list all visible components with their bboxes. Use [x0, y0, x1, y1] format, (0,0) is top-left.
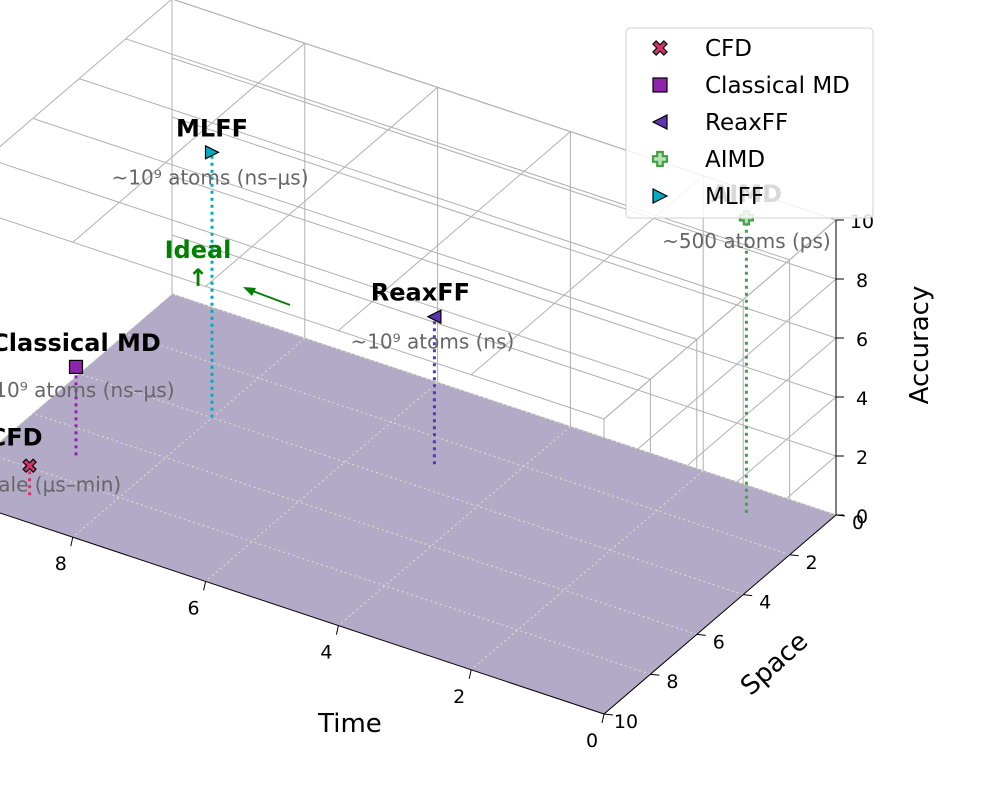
- method-label: ReaxFF: [371, 279, 470, 307]
- floor-grid-space: [0, 457, 651, 675]
- space-tick-label: 2: [806, 552, 818, 574]
- accuracy-tick-label: 2: [856, 447, 868, 469]
- space-tick: [603, 713, 614, 716]
- legend-marker-reaxff: [651, 114, 668, 130]
- ideal-arrow-head: [243, 287, 256, 296]
- gridline-space-top: [0, 217, 605, 420]
- floor-grid-space: [125, 333, 790, 556]
- point-cfd: [22, 458, 37, 474]
- legend-entry: Classical MD: [705, 73, 850, 99]
- ideal-arrow-shaft: [249, 289, 291, 306]
- floor-grid-time: [72, 337, 306, 538]
- legend-marker-mlff: [652, 188, 669, 204]
- point-classical-md: [68, 359, 84, 374]
- accuracy-tick-label: 8: [856, 270, 868, 292]
- floor-grid-time: [0, 293, 173, 443]
- legend: CFD Classical MD ReaxFF AIMD MLFF: [625, 27, 874, 219]
- scale-note: ~10⁹ atoms (ns–μs): [0, 378, 175, 402]
- gridline-accuracy-backwall: [171, 234, 837, 457]
- ideal-label: Ideal: [165, 236, 232, 264]
- accuracy-tick-label: 0: [856, 506, 868, 528]
- legend-label: MLFF: [705, 184, 764, 210]
- gridline-time-top: [0, 0, 172, 148]
- space-axis-line: [603, 514, 837, 715]
- method-label: CFD: [0, 424, 43, 452]
- time-tick: [203, 581, 207, 591]
- method-label: Classical MD: [0, 329, 161, 357]
- gridline-accuracy-backwall: [171, 57, 837, 280]
- gridline-time-top: [338, 131, 571, 331]
- space-axis-title: Space: [735, 626, 814, 701]
- legend-entry: MLFF: [705, 184, 764, 210]
- ideal-arrow-glyph: ↑: [188, 264, 208, 292]
- scale-note: ~500 atoms (ps): [662, 229, 831, 253]
- gridline-accuracy-backwall: [171, 175, 837, 398]
- space-tick-label: 8: [666, 671, 678, 693]
- legend-label: AIMD: [705, 147, 765, 173]
- scale-note: Macro scale (μs–min): [0, 473, 121, 497]
- time-tick: [601, 713, 605, 724]
- point-mlff: [204, 144, 220, 160]
- time-tick: [468, 669, 472, 679]
- space-tick: [650, 673, 660, 676]
- time-tick-label: 4: [320, 642, 332, 664]
- space-tick-label: 10: [614, 711, 638, 733]
- legend-marker-classical-md: [652, 77, 668, 93]
- legend-entry: ReaxFF: [705, 110, 788, 136]
- legend-label: ReaxFF: [705, 110, 788, 136]
- accuracy-tick-label: 4: [856, 388, 868, 410]
- floor-grid-time: [205, 382, 438, 582]
- time-tick-label: 2: [453, 686, 465, 708]
- gridline-space-top: [0, 162, 651, 380]
- method-label: MLFF: [176, 114, 248, 142]
- floor-grid-space: [171, 293, 837, 516]
- scale-note: ~10⁹ atoms (ns–μs): [111, 165, 308, 189]
- point-reaxff: [426, 309, 442, 325]
- legend-label: CFD: [705, 36, 752, 62]
- time-tick: [335, 625, 339, 635]
- legend-label: Classical MD: [705, 73, 850, 99]
- space-tick: [789, 554, 799, 557]
- space-tick: [743, 594, 753, 597]
- time-tick-label: 0: [586, 730, 598, 752]
- legend-frame: [625, 27, 874, 219]
- floor-grid-space: [79, 373, 744, 596]
- gridline-accuracy-sidewall: [603, 278, 837, 479]
- scale-note: ~10⁹ atoms (ns): [350, 330, 514, 354]
- gridline-time-top: [205, 87, 438, 287]
- time-tick-label: 8: [55, 553, 67, 575]
- floor-pane: [0, 294, 836, 714]
- legend-entry: CFD: [705, 36, 752, 62]
- gridline-accuracy-backwall: [171, 116, 837, 339]
- legend-marker-cfd: [652, 40, 668, 56]
- floor-grid-space: [32, 412, 697, 635]
- time-axis-line: [0, 512, 605, 715]
- space-tick-label: 4: [759, 592, 771, 614]
- accuracy-tick-label: 6: [856, 329, 868, 351]
- accuracy-axis-title: Accuracy: [905, 286, 935, 405]
- gridline-space-top: [32, 117, 697, 340]
- floor-grid-time: [470, 470, 704, 671]
- floor-grid-time: [338, 426, 571, 626]
- legend-entry: AIMD: [705, 147, 765, 173]
- space-tick: [696, 633, 706, 636]
- time-axis-title: Time: [317, 709, 382, 739]
- space-tick-label: 6: [713, 631, 725, 653]
- legend-marker-aimd: [651, 150, 669, 168]
- gridline-time-top: [72, 42, 306, 243]
- gridline-space-top: [125, 38, 790, 261]
- gridline-accuracy-sidewall: [603, 219, 837, 420]
- space-tick-label: 0: [852, 512, 864, 534]
- time-tick-label: 6: [188, 597, 200, 619]
- gridline-space-top: [79, 78, 744, 301]
- time-tick: [70, 537, 74, 547]
